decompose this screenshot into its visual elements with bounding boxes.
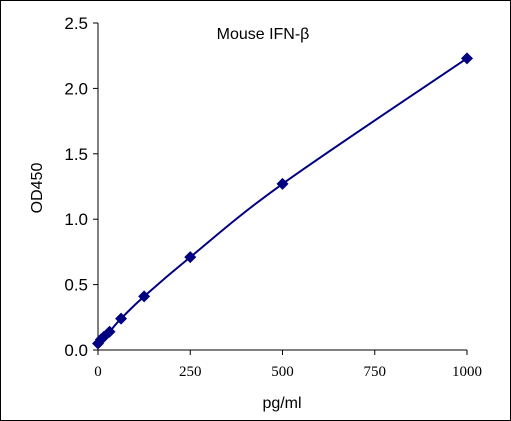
data-points bbox=[92, 52, 473, 350]
data-point bbox=[461, 52, 473, 65]
x-tick-label: 250 bbox=[179, 364, 202, 380]
tick-labels: 0.0 0.5 1.0 1.5 2.0 2.5 0 250 500 750 1000 bbox=[64, 14, 482, 380]
x-tick-label: 500 bbox=[271, 364, 294, 380]
data-point bbox=[103, 325, 116, 338]
y-tick-label: 2.5 bbox=[64, 14, 88, 33]
y-tick-label: 0.0 bbox=[64, 341, 88, 360]
x-axis-title: pg/ml bbox=[262, 395, 301, 412]
y-tick-label: 1.0 bbox=[64, 210, 88, 229]
x-tick-label: 1000 bbox=[452, 364, 482, 380]
x-tick-label: 750 bbox=[364, 364, 387, 380]
data-point bbox=[184, 251, 197, 264]
data-point bbox=[276, 177, 289, 190]
y-tick-label: 0.5 bbox=[64, 276, 88, 295]
y-axis-title: OD450 bbox=[29, 163, 46, 214]
fit-curve bbox=[97, 57, 468, 345]
x-tick-label: 0 bbox=[94, 364, 102, 380]
chart-title: Mouse IFN-β bbox=[217, 26, 310, 43]
data-point bbox=[138, 290, 151, 303]
data-point bbox=[115, 312, 128, 325]
y-tick-label: 2.0 bbox=[64, 79, 88, 98]
y-tick-label: 1.5 bbox=[64, 145, 88, 164]
axes bbox=[93, 22, 468, 355]
